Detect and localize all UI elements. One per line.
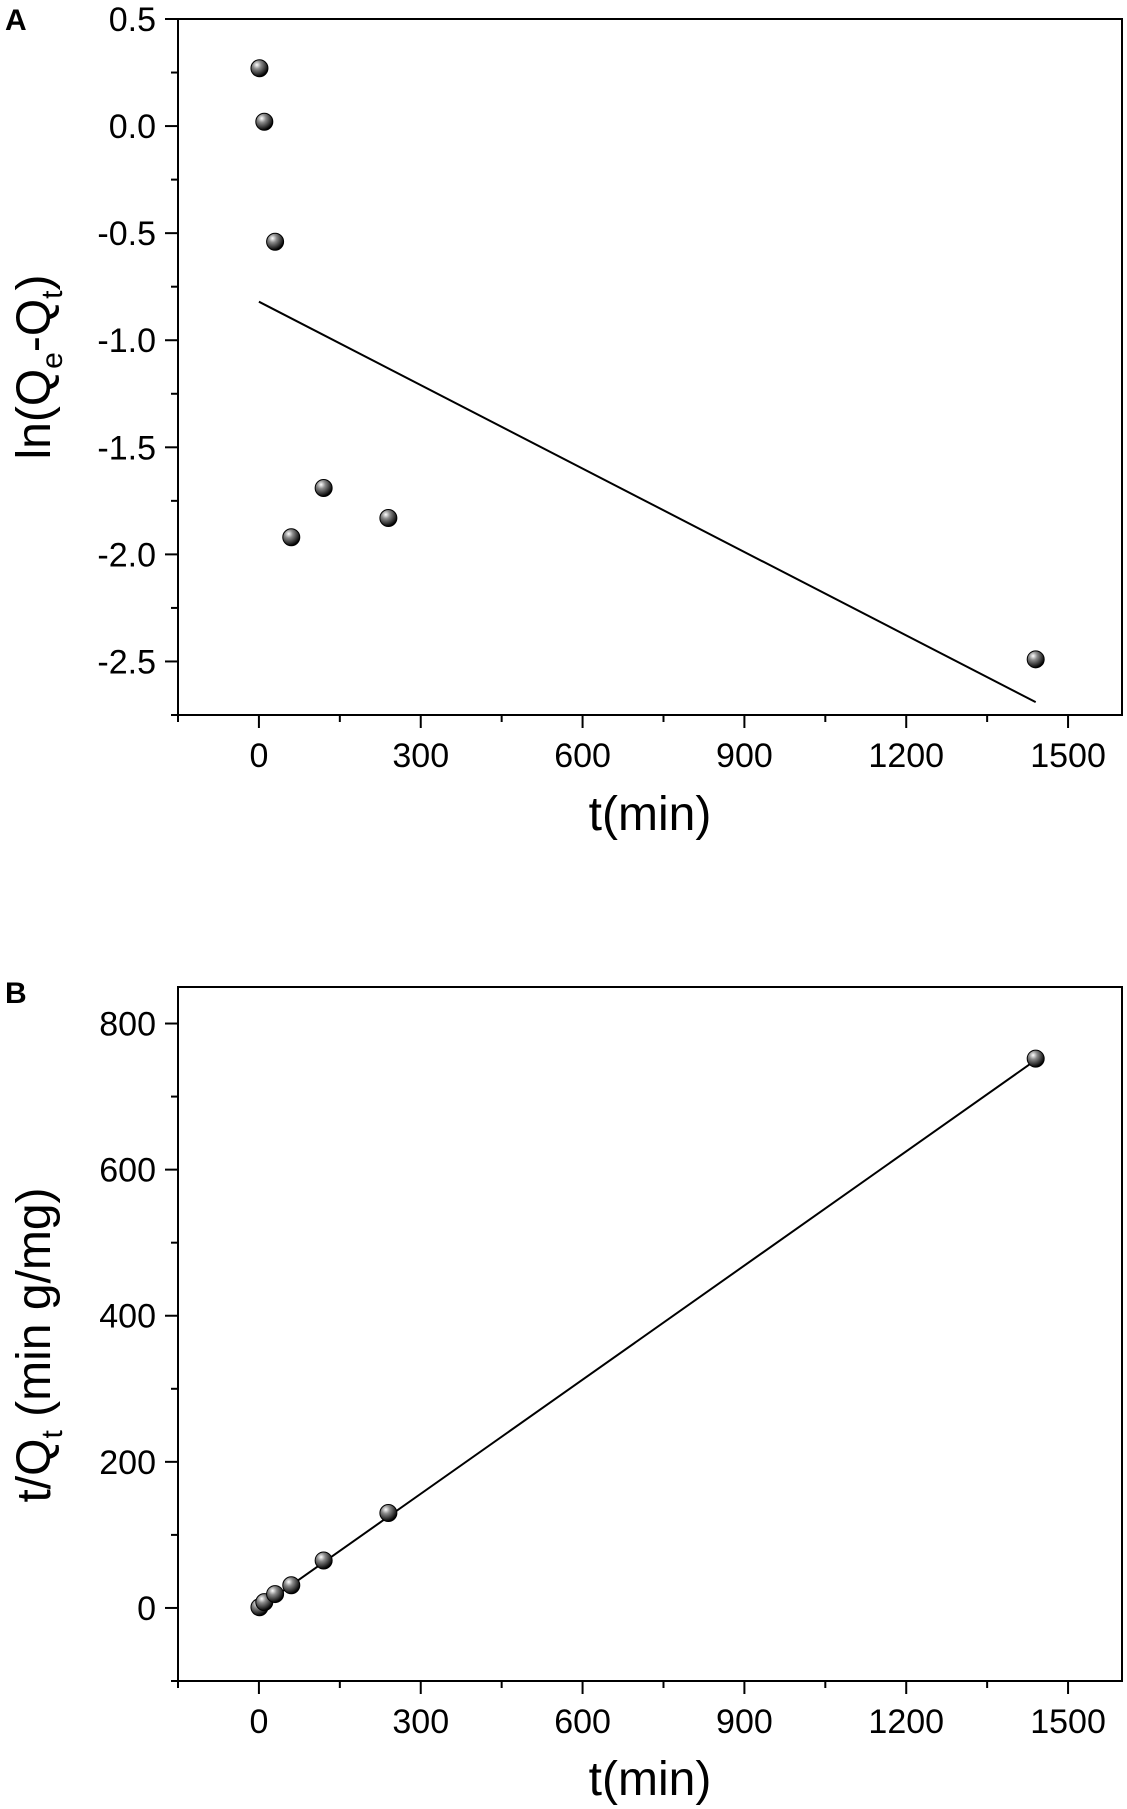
fit-line-segment-b — [258, 1059, 1037, 1609]
fit-line-a — [258, 300, 1037, 704]
x-tick-label-a: 900 — [716, 737, 773, 775]
data-point-a — [379, 508, 398, 527]
y-title-a-part3: ) — [8, 274, 61, 290]
y-title-a-part2: -Q — [8, 299, 61, 352]
y-tick-label-b: 600 — [99, 1152, 156, 1190]
data-point-a — [1026, 650, 1045, 669]
data-point-a — [282, 528, 301, 547]
x-tick-label-a: 0 — [249, 737, 268, 775]
x-tick-label-a: 600 — [554, 737, 611, 775]
y-tick-label-b: 400 — [99, 1298, 156, 1336]
y-axis-title-a: ln(Qe-Qt) — [8, 274, 69, 459]
y-title-a-part1: ln(Q — [8, 369, 61, 460]
data-point-a — [250, 59, 269, 78]
chart-panel-a: A 0 300 600 900 1200 1500 0.5 0.0 -0.5 -1.0 -1.5 -2… — [5, 1, 1123, 841]
x-tick-label-b: 600 — [554, 1703, 611, 1741]
y-title-a-sub2: t — [36, 290, 69, 299]
ticks-a: 0 300 600 900 1200 1500 0.5 0.0 -0.5 -1.0 -1.5 -2.0… — [97, 1, 1105, 775]
plot-frame-a — [177, 18, 1123, 716]
y-title-b-part2: (min g/mg) — [8, 1187, 61, 1430]
x-tick-label-b: 1200 — [868, 1703, 944, 1741]
data-point-b — [266, 1585, 285, 1604]
panel-label-b: B — [5, 977, 27, 1010]
y-tick-label-a: 0.5 — [109, 1, 156, 39]
chart-panel-b: B 0 300 600 900 1200 1500 0 200 400 600 800 t(min)… — [5, 977, 1123, 1806]
data-points-a — [250, 59, 1045, 669]
x-tick-label-b: 900 — [716, 1703, 773, 1741]
data-points-b — [250, 1049, 1045, 1617]
y-tick-label-b: 0 — [137, 1590, 156, 1628]
fit-line-segment-a — [258, 300, 1037, 704]
y-title-b-sub1: t — [36, 1430, 69, 1439]
x-tick-label-b: 0 — [249, 1703, 268, 1741]
data-point-b — [314, 1551, 333, 1570]
x-tick-label-b: 300 — [392, 1703, 449, 1741]
y-title-a-sub1: e — [36, 352, 69, 369]
y-axis-title-b: t/Qt (min g/mg) — [8, 1187, 69, 1502]
y-title-b-part1: t/Q — [8, 1439, 61, 1503]
x-tick-label-a: 300 — [392, 737, 449, 775]
y-tick-label-a: 0.0 — [109, 108, 156, 146]
data-point-b — [1026, 1049, 1045, 1068]
data-point-a — [266, 232, 285, 251]
x-tick-label-a: 1200 — [868, 737, 944, 775]
panel-label-a: A — [5, 4, 27, 37]
x-tick-label-a: 1500 — [1030, 737, 1106, 775]
x-axis-title-a: t(min) — [589, 788, 712, 841]
x-tick-label-b: 1500 — [1030, 1703, 1106, 1741]
ticks-b: 0 300 600 900 1200 1500 0 200 400 600 800 — [99, 1006, 1106, 1741]
y-tick-label-a: -1.0 — [97, 322, 156, 360]
data-point-a — [255, 112, 274, 131]
x-axis-title-b: t(min) — [589, 1753, 712, 1806]
data-point-b — [282, 1576, 301, 1595]
y-tick-label-b: 800 — [99, 1006, 156, 1044]
y-tick-label-a: -0.5 — [97, 215, 156, 253]
y-tick-label-b: 200 — [99, 1444, 156, 1482]
data-point-b — [379, 1503, 398, 1522]
y-tick-label-a: -2.0 — [97, 536, 156, 574]
y-tick-label-a: -1.5 — [97, 429, 156, 467]
y-tick-label-a: -2.5 — [97, 643, 156, 681]
fit-line-b — [258, 1059, 1037, 1609]
plot-frame-b — [177, 986, 1123, 1682]
data-point-a — [314, 478, 333, 497]
